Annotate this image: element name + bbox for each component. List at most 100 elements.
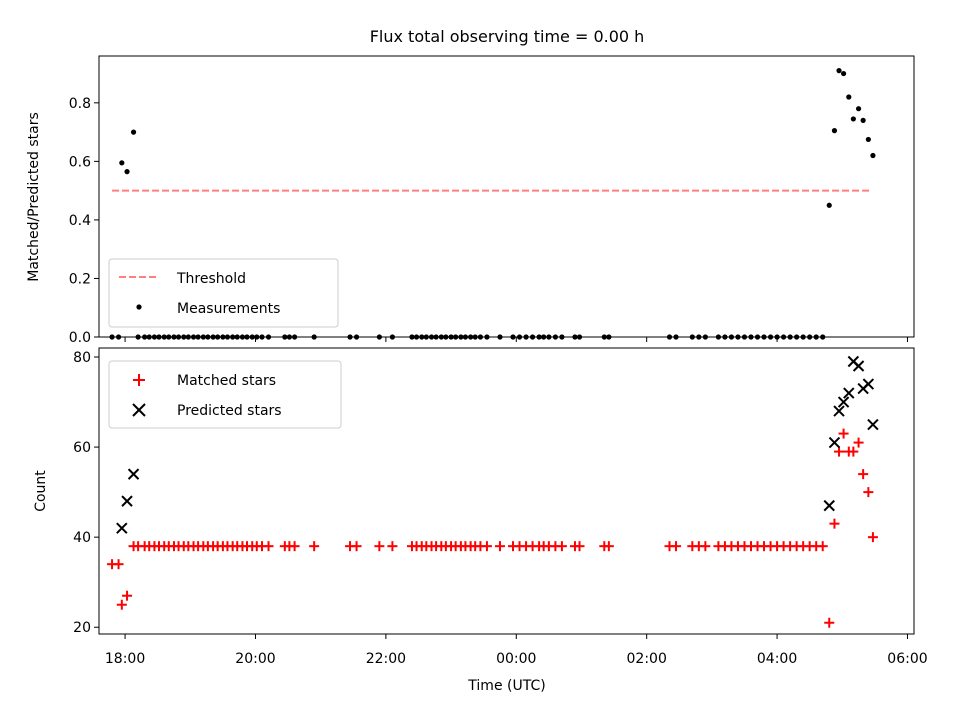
matched-star-point [494,541,505,552]
measurement-point [787,334,793,340]
measurement-point [831,128,838,134]
measurement-point [353,334,360,340]
measurement-point [151,334,158,340]
top-plot-marks [109,68,876,340]
measurement-point [462,334,469,340]
measurement-point [419,334,425,340]
predicted-star-point [837,396,850,408]
measurement-point [130,129,137,135]
predicted-legend-swatch [132,403,146,417]
top-y-tick-label: 0.0 [69,330,91,346]
predicted-star-point [823,499,835,512]
measurement-point [477,334,484,340]
matched-star-point [603,541,614,552]
matched-star-point [116,599,127,610]
x-tick-label: 22:00 [366,651,406,667]
predicted-star-point [116,522,128,534]
matched-star-point [834,446,845,457]
matched-star-point [817,541,828,552]
top-y-tick-label: 0.4 [69,213,91,229]
matched-star-point [289,541,300,552]
measurement-point [855,106,862,112]
predicted-star-point [867,418,879,431]
predicted-star-point [852,360,865,372]
measurement-point [234,334,240,340]
matched-star-point [829,518,840,529]
bottom-plot-marks [107,355,879,628]
matched-star-point [574,541,585,552]
measurement-point [702,334,708,340]
matched-star-point [556,541,567,552]
matched-star-point [824,617,835,628]
measurement-point [215,334,221,340]
top-y-tick-label: 0.6 [69,154,91,170]
measurement-point [220,334,226,340]
measurement-point [774,334,780,340]
measurement-point [347,334,353,340]
measurement-point [109,334,115,340]
matched-star-point [481,541,492,552]
measurement-point [292,334,298,340]
measurement-point [433,334,439,340]
top-plot-frame [98,55,915,338]
bottom-panel: 20 40 60 80 18:00 20:00 22:00 00:00 02:00 04:00 0… [33,347,928,694]
measurement-point [443,334,449,340]
measurement-point [741,334,748,340]
threshold-legend-label: Threshold [176,271,246,287]
measurement-point [205,334,211,340]
measurement-point [546,334,552,340]
top-panel: 0.00.20.40.60.8 Matched/Predicted stars … [26,55,915,346]
measurement-point [552,334,559,340]
measurement-point [458,334,464,340]
measurements-legend-label: Measurements [177,301,280,317]
measurement-point [836,68,842,74]
measurement-point [572,334,578,340]
measurement-point [135,334,141,340]
x-tick-label: 18:00 [105,651,145,667]
measurement-point [715,334,722,340]
measurement-point [259,334,265,340]
measurement-point [673,334,679,340]
matched-star-point [113,559,124,570]
top-y-tick-label: 0.2 [69,271,91,287]
measurement-point [865,136,871,143]
measurement-point [728,334,735,340]
measurement-point [541,334,547,340]
measurement-point [224,334,231,340]
measurement-point [423,334,429,340]
measurement-point [409,334,415,340]
measurement-point [794,334,800,340]
measurement-point [510,334,516,340]
matched-star-point [309,541,320,552]
measurement-point [230,334,236,340]
measurement-point [781,334,787,340]
measurement-point [254,334,260,340]
top-legend-box [108,258,339,328]
x-tick-label: 20:00 [235,651,275,667]
matched-star-point [351,541,362,552]
matched-star-point [867,532,878,543]
measurement-point [813,334,819,340]
measurement-point [146,334,152,340]
x-tick-label: 02:00 [627,651,667,667]
measurement-point [497,334,503,340]
matched-star-point [263,541,274,552]
chart-title: Flux total observing time = 0.00 h [370,27,645,46]
measurement-point [696,334,702,340]
x-tick-label: 00:00 [496,651,536,667]
top-y-ticks: 0.0 0.2 0.4 0.6 0.8 [69,96,99,346]
matched-star-point [374,541,385,552]
measurement-point [536,334,542,340]
matched-star-point [853,437,864,448]
matched-star-point [848,446,859,457]
measurement-point [119,160,125,166]
measurement-point [576,334,583,340]
measurement-point [468,334,474,340]
measurement-point [448,334,454,340]
x-axis-label: Time (UTC) [467,678,545,694]
matched-star-point [122,590,133,601]
measurement-point [689,334,695,340]
top-y-axis-label: Matched/Predicted stars [26,112,42,282]
measurement-point [666,334,673,340]
measurement-point [156,334,162,340]
